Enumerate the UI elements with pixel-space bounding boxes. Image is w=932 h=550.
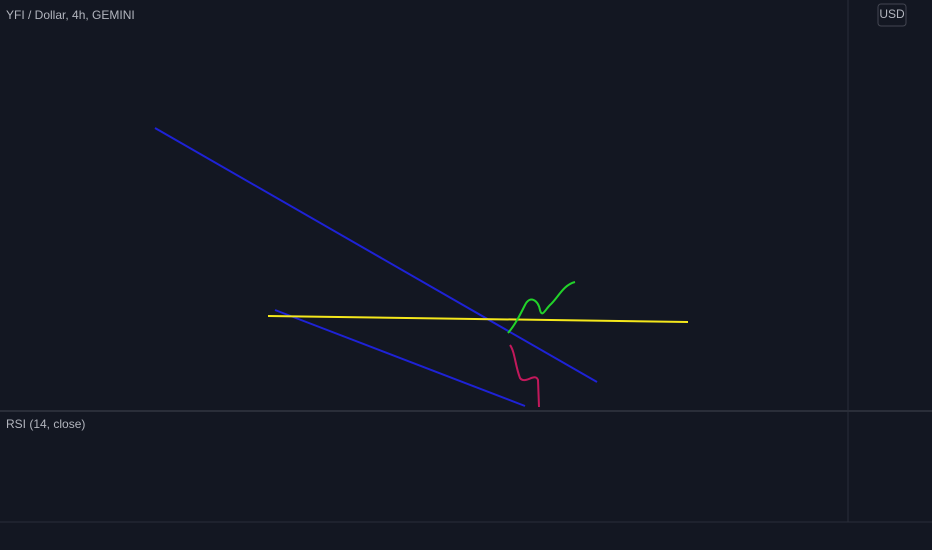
support-line: [267, 315, 689, 323]
currency-button[interactable]: [877, 3, 907, 27]
brush-up: [507, 281, 576, 334]
rsi-title: RSI (14, close): [6, 417, 85, 431]
brush-down: [509, 344, 540, 408]
channel-line: [154, 127, 598, 383]
drawings: [154, 127, 689, 408]
currency-label: USD: [879, 7, 905, 21]
chart-title: YFI / Dollar, 4h, GEMINI: [6, 8, 135, 22]
channel-line: [274, 309, 526, 407]
